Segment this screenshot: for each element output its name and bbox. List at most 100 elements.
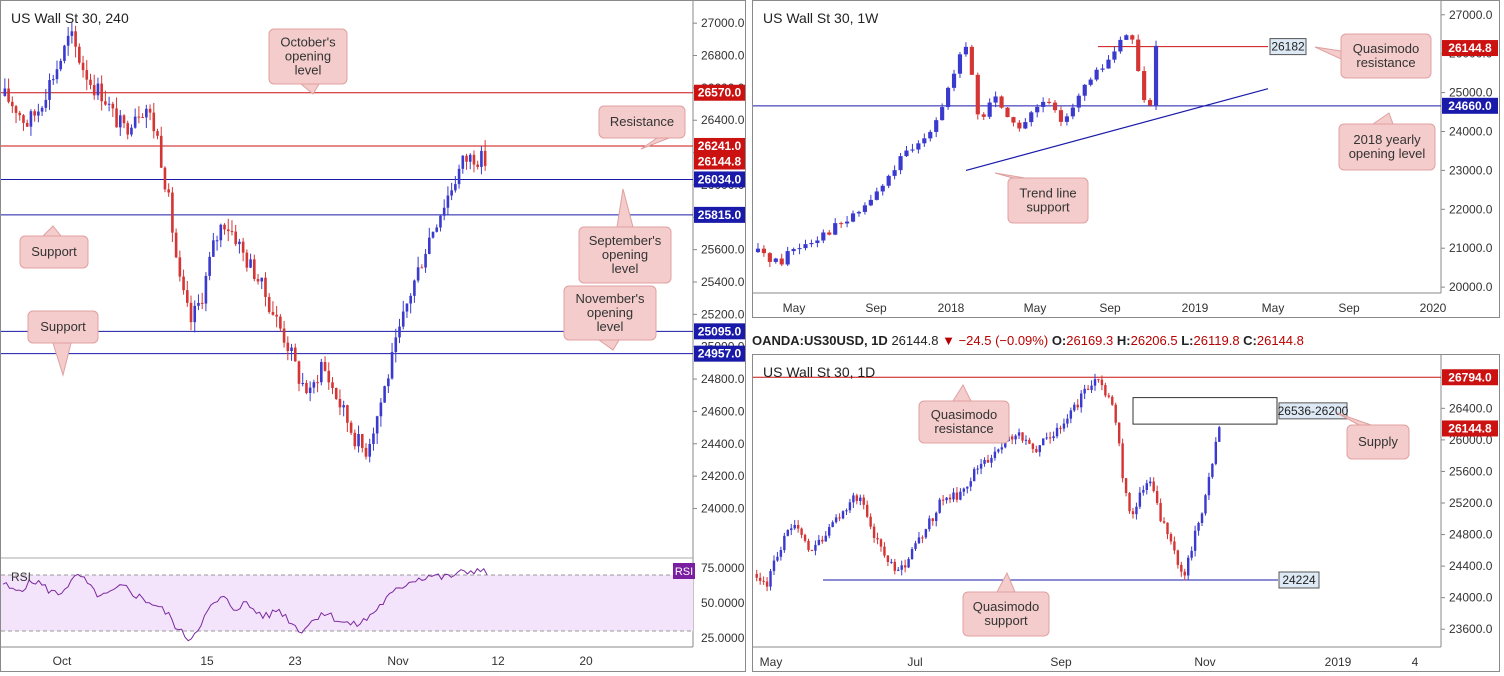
weekly-trend-line — [965, 88, 1269, 171]
h4-y-tick-label: 24800.0 — [701, 372, 745, 386]
daily-x-tick-label: Nov — [1194, 655, 1215, 669]
h4-novembers-opening-level-annotation-box — [563, 285, 657, 341]
h4-candle-body — [316, 382, 319, 384]
daily-candle-body — [941, 499, 945, 501]
h4-candle-body — [465, 155, 468, 162]
weekly-candle-body — [1029, 112, 1034, 123]
h4-price-tag — [694, 171, 745, 188]
weekly-candle-body — [1100, 68, 1105, 70]
h4-candle-body — [286, 342, 290, 351]
weekly-candle-body — [1142, 71, 1147, 101]
daily-candle-body — [1073, 404, 1076, 411]
weekly-chart[interactable]: 27000.026000.025000.024000.023000.022000… — [753, 1, 1499, 317]
daily-quasimodo-support-annotation-text: Quasimodo support — [973, 599, 1039, 628]
weekly-candle-body — [1076, 95, 1081, 108]
daily-candle-body — [1131, 511, 1135, 515]
weekly-chart-panel[interactable]: 27000.026000.025000.024000.023000.022000… — [752, 0, 1500, 318]
weekly-candle-body — [1035, 106, 1040, 113]
weekly-candle-body — [940, 107, 945, 121]
weekly-candle-body — [1082, 84, 1087, 96]
daily-y-tick-label: 25600.0 — [1449, 464, 1493, 478]
h4-candle-body — [141, 117, 144, 119]
h4-candle-body — [215, 240, 219, 242]
daily-support-box — [1278, 571, 1320, 589]
daily-candle-body — [879, 539, 883, 547]
h4-chart[interactable]: 27000.026800.026600.026400.026200.026000… — [1, 1, 745, 671]
h4-octobers-opening-level-annotation-line: opening — [285, 49, 331, 64]
daily-candle-body — [1176, 550, 1180, 565]
weekly-y-tick-label: 25000.0 — [1449, 86, 1493, 100]
daily-candle-body — [834, 517, 838, 523]
weekly-candle-body — [809, 242, 814, 245]
weekly-candle-body — [1005, 107, 1010, 118]
daily-candle-body — [1014, 435, 1017, 440]
daily-candle-body — [859, 497, 862, 501]
h4-chart-panel[interactable]: 27000.026800.026600.026400.026200.026000… — [0, 0, 746, 672]
h4-y-tick-label: 24600.0 — [701, 404, 745, 418]
weekly-candle-body — [761, 248, 766, 254]
h4-candle-body — [29, 111, 33, 127]
weekly-trend-line-support-annotation-line: Trend line — [1019, 186, 1076, 201]
daily-chart-panel[interactable]: 26400.0 26000.0 25600.0 25200.0 24800.0 24400… — [752, 354, 1500, 672]
daily-candle-body — [1107, 395, 1111, 397]
daily-chart[interactable]: 26400.026000.025600.025200.024800.024400… — [753, 355, 1499, 671]
h4-candle-body — [435, 227, 439, 232]
h4-candle-body — [126, 123, 130, 135]
daily-candle-body — [872, 526, 876, 538]
daily-candle-body — [1042, 438, 1045, 446]
daily-candle-body — [1190, 550, 1193, 558]
h4-septembers-opening-level-annotation-pointer — [616, 188, 634, 228]
h4-candle-body — [390, 352, 394, 379]
weekly-candle-body — [993, 96, 998, 103]
h4-y-tick-label: 27000.0 — [701, 16, 745, 30]
daily-candle-body — [1117, 422, 1121, 444]
h4-price-tag-label: 25095.0 — [698, 324, 742, 338]
weekly-y-tick-label: 23000.0 — [1449, 163, 1493, 177]
h4-candle-body — [189, 302, 193, 323]
h4-candle-body — [353, 432, 357, 447]
weekly-candle-body — [1023, 122, 1028, 129]
h4-candle-body — [104, 101, 107, 105]
daily-candle-body — [1138, 492, 1142, 507]
daily-candle-body — [966, 486, 969, 489]
daily-x-tick-label: 4 — [1412, 655, 1419, 669]
h4-candle-body — [85, 70, 89, 80]
h4-candle-body — [439, 215, 442, 228]
daily-y-tick-label: 24000.0 — [1449, 591, 1493, 605]
h4-candle-body — [264, 277, 267, 297]
h4-candle-body — [245, 252, 249, 268]
daily-candle-body — [1093, 379, 1097, 386]
daily-candle-body — [907, 559, 910, 568]
daily-candle-body — [1097, 379, 1100, 381]
h4-candle-body — [372, 433, 375, 444]
h4-candle-body — [416, 267, 420, 281]
daily-candle-body — [1052, 436, 1055, 439]
h4-octobers-opening-level-annotation-box — [268, 28, 348, 85]
daily-supply-annotation-text: Supply — [1358, 434, 1398, 449]
daily-candle-body — [1207, 477, 1211, 496]
h4-septembers-opening-level-annotation-text: September's opening level — [589, 233, 662, 276]
daily-candle-body — [765, 581, 769, 587]
h4-candle-body — [122, 115, 126, 124]
weekly-candle-body — [957, 54, 963, 74]
weekly-quasimodo-resistance-annotation: Quasimodo resistance — [1314, 33, 1432, 79]
daily-candle-body — [890, 561, 893, 563]
h4-candle-body — [208, 256, 211, 276]
weekly-trend-line-support-annotation-line: support — [1026, 200, 1070, 215]
weekly-candle-body — [1017, 122, 1022, 129]
h4-candle-body — [156, 131, 159, 136]
daily-price-tag-label: 26794.0 — [1448, 370, 1492, 384]
h4-candle-body — [357, 433, 360, 447]
h4-septembers-opening-level-annotation: September's opening level — [578, 188, 672, 284]
daily-candle-body — [1193, 530, 1197, 551]
weekly-x-tick-label: May — [1024, 301, 1047, 315]
daily-candle-body — [807, 540, 810, 551]
weekly-candle-body — [963, 46, 968, 55]
h4-candle-body — [89, 79, 92, 86]
h4-candle-body — [368, 443, 372, 457]
daily-candle-body — [1155, 491, 1159, 504]
h4-candle-body — [293, 347, 297, 362]
h4-septembers-opening-level-annotation-line: September's — [589, 233, 662, 248]
daily-candle-body — [983, 459, 986, 464]
daily-candle-body — [855, 495, 859, 501]
